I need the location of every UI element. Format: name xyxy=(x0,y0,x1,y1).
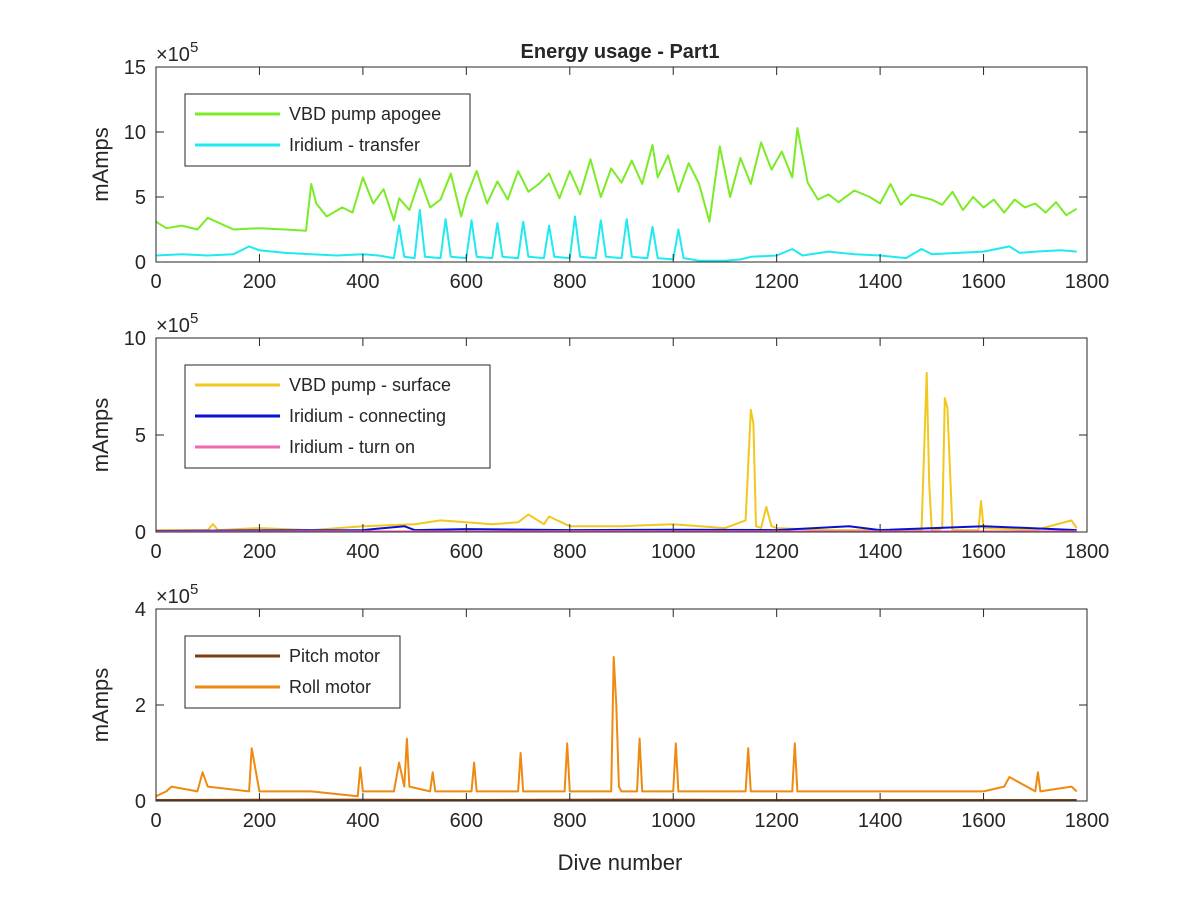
legend-entry: Roll motor xyxy=(289,677,371,697)
x-tick-label: 1800 xyxy=(1065,810,1110,832)
legend: VBD pump - surface Iridium - connecting Ir… xyxy=(184,364,491,469)
y-tick-label: 4 xyxy=(135,599,146,621)
legend-entry: Iridium - transfer xyxy=(289,135,420,155)
chart-title: Energy usage - Part1 xyxy=(521,41,720,63)
y-axis-label: mAmps xyxy=(88,398,113,473)
series-lines xyxy=(156,656,1078,801)
legend: Pitch motor Roll motor xyxy=(184,635,401,709)
x-tick-label: 1000 xyxy=(651,271,696,293)
panel-2: 0 200 400 600 800 1000 1200 1400 1600 1800 0 5 10 ×10… xyxy=(88,310,1109,563)
x-tick-label: 1800 xyxy=(1065,271,1110,293)
legend-entry: VBD pump apogee xyxy=(289,104,441,124)
y-tick-label: 0 xyxy=(135,791,146,813)
y-tick-label: 0 xyxy=(135,252,146,274)
exponent-power: 5 xyxy=(190,581,198,598)
y-exponent-label: ×105 xyxy=(156,581,198,608)
y-tick-label: 5 xyxy=(135,187,146,209)
x-tick-label: 0 xyxy=(150,541,161,563)
x-tick-label: 1600 xyxy=(961,271,1006,293)
x-tick-label: 1600 xyxy=(961,810,1006,832)
legend-entry: Iridium - connecting xyxy=(289,406,446,426)
x-tick-label: 600 xyxy=(450,810,483,832)
x-tick-label: 800 xyxy=(553,810,586,832)
x-tick-label: 1200 xyxy=(754,810,799,832)
y-exponent-label: ×105 xyxy=(156,39,198,66)
y-tick-label: 5 xyxy=(135,425,146,447)
x-tick-label: 800 xyxy=(553,271,586,293)
x-tick-label: 1400 xyxy=(858,271,903,293)
x-tick-label: 200 xyxy=(243,541,276,563)
legend-box xyxy=(184,635,401,709)
series-line-1-1 xyxy=(156,127,1078,232)
y-tick-label: 2 xyxy=(135,695,146,717)
panel-1: 0 200 400 600 800 1000 1200 1400 1600 1800 0 5 10 15 ×… xyxy=(88,39,1109,293)
legend-entry: Iridium - turn on xyxy=(289,437,415,457)
series-lines xyxy=(156,127,1078,262)
x-tick-label: 200 xyxy=(243,810,276,832)
legend-box xyxy=(184,93,471,167)
x-tick-label: 600 xyxy=(450,271,483,293)
series-line-1-2 xyxy=(156,209,1077,262)
y-axis-label: mAmps xyxy=(88,127,113,202)
x-tick-label: 1800 xyxy=(1065,541,1110,563)
y-tick-label: 10 xyxy=(124,122,146,144)
legend-entry: VBD pump - surface xyxy=(289,375,451,395)
x-axis-label: Dive number xyxy=(558,850,683,875)
x-tick-label: 1400 xyxy=(858,810,903,832)
panel-3: 0 200 400 600 800 1000 1200 1400 1600 1800 0 2 4 ×105… xyxy=(88,581,1109,832)
x-tick-label: 400 xyxy=(346,810,379,832)
x-tick-label: 1400 xyxy=(858,541,903,563)
series-line-3-2 xyxy=(156,656,1078,798)
x-tick-label: 200 xyxy=(243,271,276,293)
exponent-base: ×10 xyxy=(156,44,190,66)
axes-box xyxy=(155,66,1088,263)
x-tick-label: 800 xyxy=(553,541,586,563)
y-exponent-label: ×105 xyxy=(156,310,198,337)
y-tick-label: 0 xyxy=(135,522,146,544)
x-tick-label: 1600 xyxy=(961,541,1006,563)
x-tick-label: 1000 xyxy=(651,541,696,563)
x-tick-label: 0 xyxy=(150,810,161,832)
x-tick-label: 0 xyxy=(150,271,161,293)
y-tick-label: 15 xyxy=(124,57,146,79)
x-tick-label: 600 xyxy=(450,541,483,563)
x-tick-label: 400 xyxy=(346,541,379,563)
legend-entry: Pitch motor xyxy=(289,646,380,666)
legend: VBD pump apogee Iridium - transfer xyxy=(184,93,471,167)
exponent-base: ×10 xyxy=(156,315,190,337)
exponent-power: 5 xyxy=(190,39,198,56)
exponent-power: 5 xyxy=(190,310,198,327)
x-tick-label: 400 xyxy=(346,271,379,293)
panels: 0 200 400 600 800 1000 1200 1400 1600 1800051015×… xyxy=(88,39,1109,832)
x-tick-label: 1000 xyxy=(651,810,696,832)
exponent-base: ×10 xyxy=(156,586,190,608)
y-tick-label: 10 xyxy=(124,328,146,350)
y-axis-label: mAmps xyxy=(88,668,113,743)
series-line-2-1 xyxy=(156,371,1078,532)
x-tick-label: 1200 xyxy=(754,541,799,563)
x-tick-label: 1200 xyxy=(754,271,799,293)
